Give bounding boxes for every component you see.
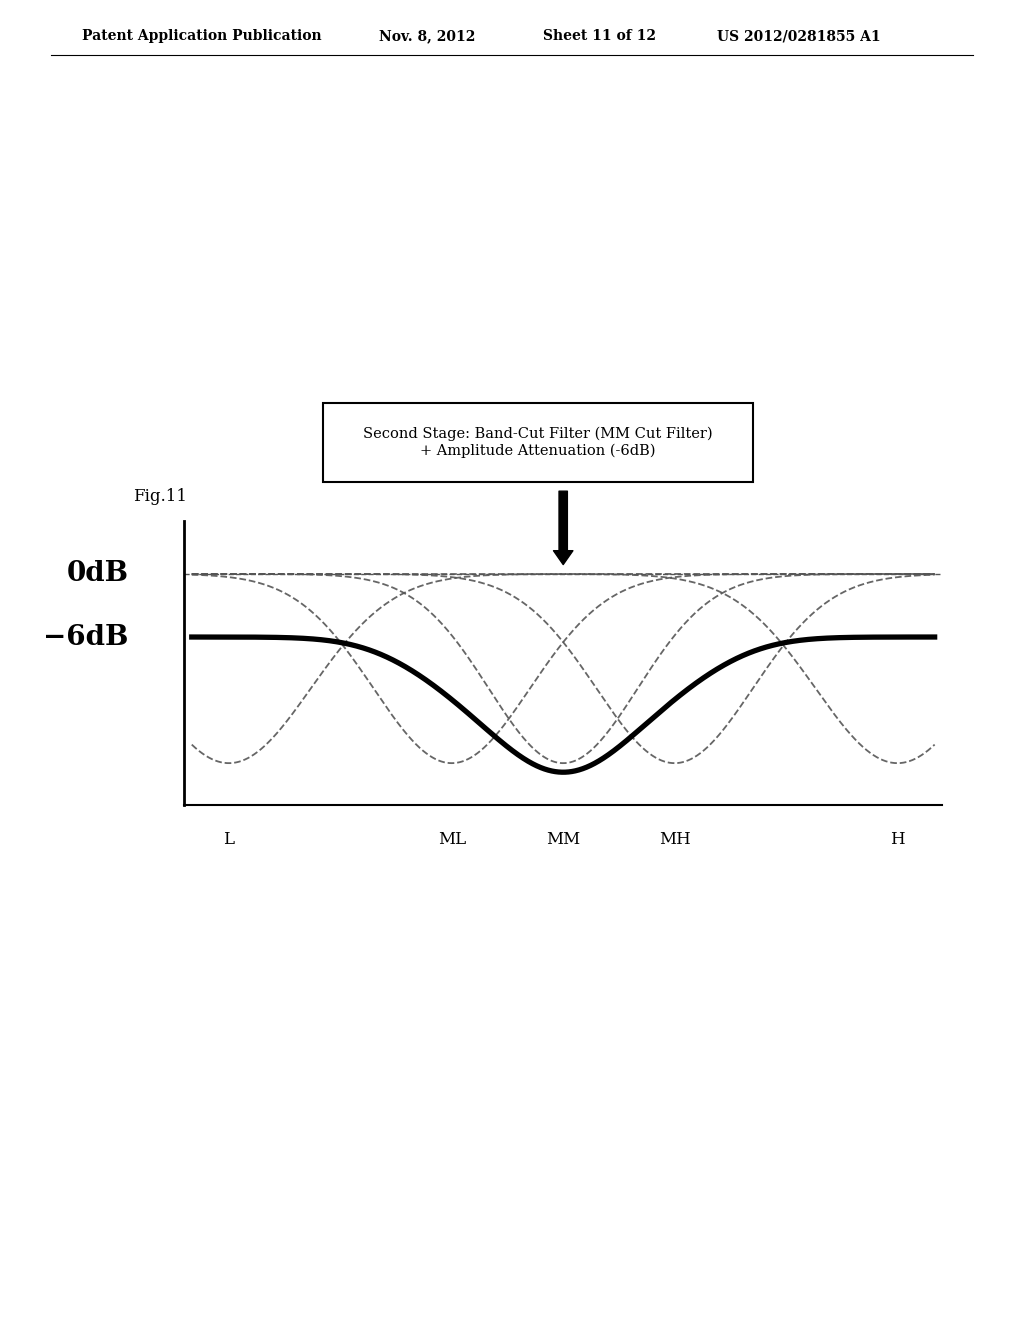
Text: −6dB: −6dB bbox=[43, 623, 129, 651]
Text: Patent Application Publication: Patent Application Publication bbox=[82, 29, 322, 44]
Text: 0dB: 0dB bbox=[67, 561, 129, 587]
Text: MM: MM bbox=[546, 832, 581, 849]
Text: MH: MH bbox=[658, 832, 690, 849]
Text: H: H bbox=[890, 832, 905, 849]
Text: ML: ML bbox=[437, 832, 466, 849]
Text: Sheet 11 of 12: Sheet 11 of 12 bbox=[543, 29, 655, 44]
Text: L: L bbox=[223, 832, 234, 849]
Text: Second Stage: Band-Cut Filter (MM Cut Filter)
+ Amplitude Attenuation (-6dB): Second Stage: Band-Cut Filter (MM Cut Fi… bbox=[362, 426, 713, 458]
Text: US 2012/0281855 A1: US 2012/0281855 A1 bbox=[717, 29, 881, 44]
Text: Fig.11: Fig.11 bbox=[133, 488, 187, 506]
Text: Nov. 8, 2012: Nov. 8, 2012 bbox=[379, 29, 475, 44]
